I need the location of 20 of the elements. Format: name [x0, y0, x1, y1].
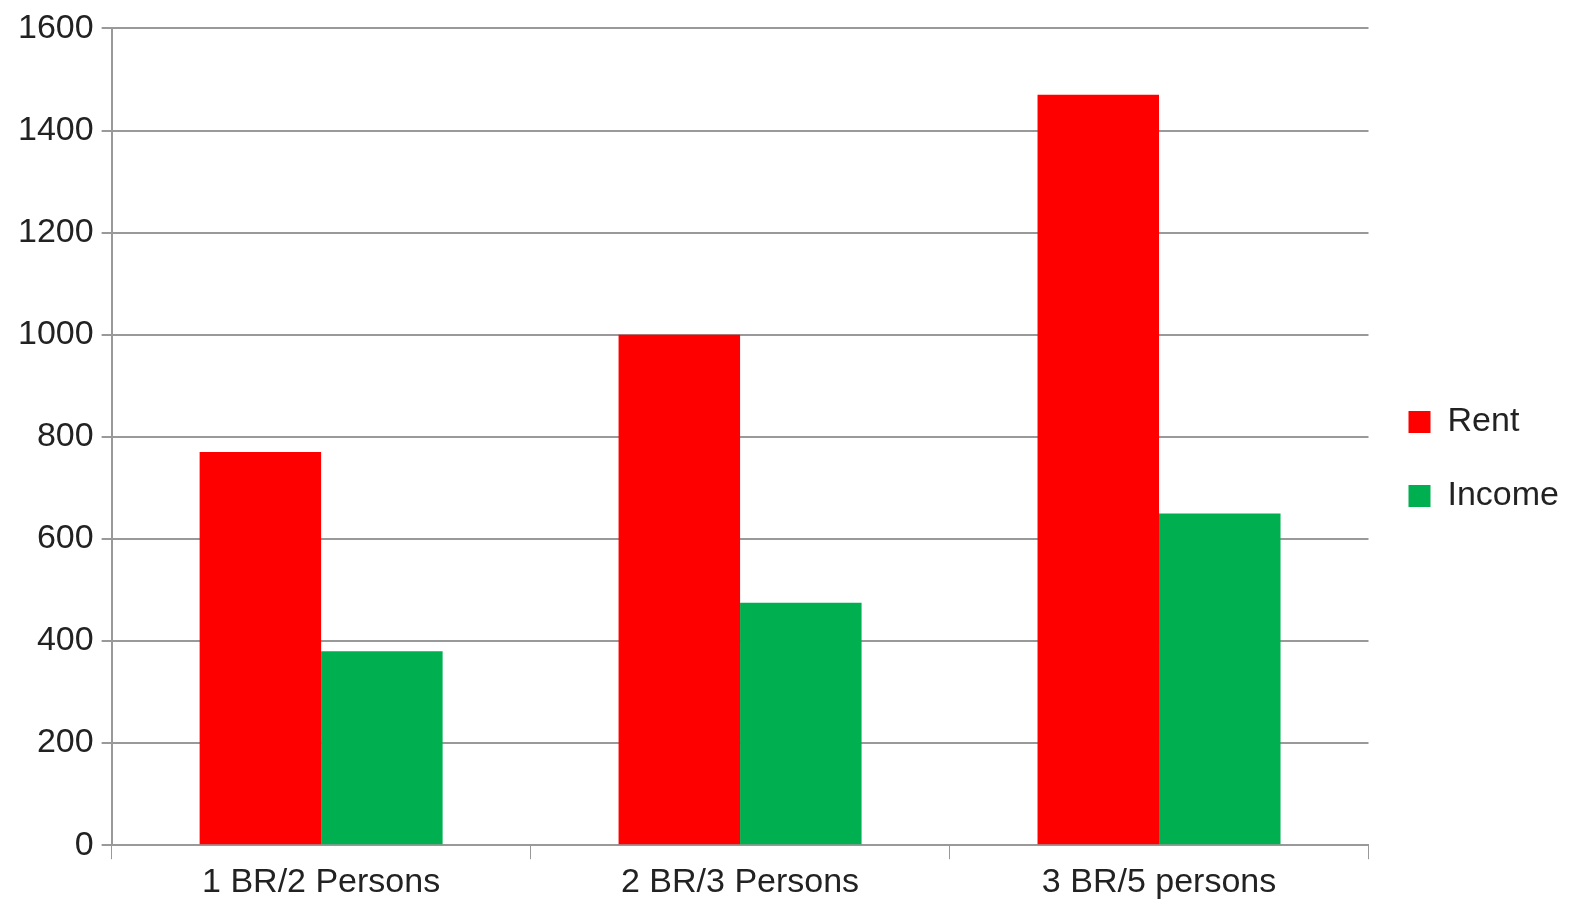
y-tick-label: 0 — [74, 823, 94, 862]
bar — [740, 602, 862, 845]
legend-label: Rent — [1447, 400, 1520, 439]
bar — [1037, 94, 1160, 845]
legend-label: Income — [1447, 474, 1559, 513]
y-tick-label: 1200 — [18, 210, 94, 249]
y-tick-label: 200 — [36, 721, 94, 760]
y-tick-label: 1000 — [18, 313, 94, 352]
x-tick-label: 1 BR/2 Persons — [202, 860, 441, 899]
bar — [1159, 513, 1281, 845]
x-tick-label: 2 BR/3 Persons — [621, 860, 860, 899]
y-tick-label: 600 — [36, 517, 94, 556]
bar — [199, 452, 322, 845]
y-tick-label: 1400 — [18, 108, 94, 147]
bar — [321, 651, 443, 845]
y-tick-label: 400 — [36, 619, 94, 658]
y-tick-label: 1600 — [18, 6, 94, 45]
x-tick-label: 3 BR/5 persons — [1041, 860, 1277, 899]
bar — [618, 334, 741, 845]
y-tick-label: 800 — [36, 415, 94, 454]
